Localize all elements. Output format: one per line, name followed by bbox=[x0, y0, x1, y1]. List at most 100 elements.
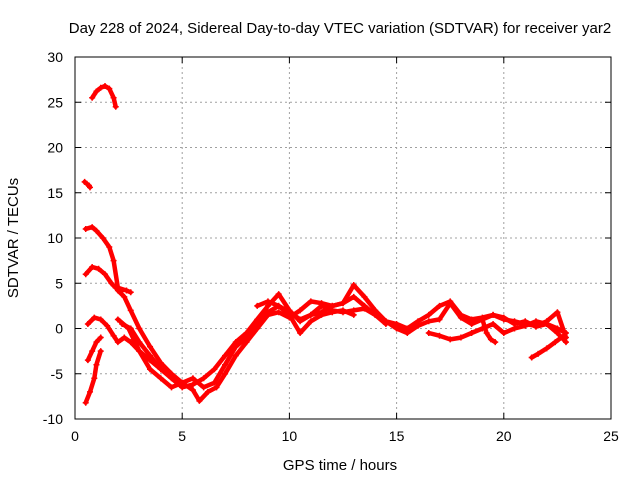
data-point bbox=[147, 343, 154, 350]
data-point bbox=[89, 94, 96, 101]
data-point bbox=[425, 311, 432, 318]
data-point bbox=[554, 309, 561, 316]
data-point bbox=[147, 352, 154, 359]
x-tick-label: 20 bbox=[496, 428, 512, 444]
x-tick-label: 10 bbox=[282, 428, 298, 444]
data-point bbox=[222, 370, 229, 377]
data-point bbox=[93, 361, 100, 368]
data-point bbox=[136, 348, 143, 355]
data-point bbox=[114, 316, 121, 323]
data-point bbox=[97, 84, 104, 91]
chart-title: Day 228 of 2024, Sidereal Day-to-day VTE… bbox=[69, 20, 611, 37]
series-track-m bbox=[479, 316, 499, 346]
series-line bbox=[480, 317, 498, 345]
data-point bbox=[436, 302, 443, 309]
data-point bbox=[468, 330, 475, 337]
y-tick-label: 15 bbox=[47, 185, 63, 201]
data-point bbox=[87, 184, 94, 191]
data-point bbox=[275, 309, 282, 316]
data-point bbox=[168, 375, 175, 382]
data-point bbox=[84, 357, 91, 364]
x-tick-label: 15 bbox=[389, 428, 405, 444]
data-point bbox=[89, 348, 96, 355]
data-point bbox=[157, 375, 164, 382]
data-point bbox=[329, 302, 336, 309]
data-point bbox=[479, 316, 486, 323]
data-point bbox=[382, 320, 389, 327]
data-point bbox=[106, 244, 113, 251]
data-point bbox=[318, 309, 325, 316]
x-tick-label: 25 bbox=[603, 428, 619, 444]
data-point bbox=[543, 320, 550, 327]
data-point bbox=[552, 339, 559, 346]
data-point bbox=[487, 336, 494, 343]
data-point bbox=[436, 316, 443, 323]
x-tick-label: 5 bbox=[178, 428, 186, 444]
data-point bbox=[457, 334, 464, 341]
data-point bbox=[425, 318, 432, 325]
data-point bbox=[189, 381, 196, 388]
data-point bbox=[157, 366, 164, 373]
data-point bbox=[264, 309, 271, 316]
data-point bbox=[157, 359, 164, 366]
axis-ticks: 0 5 10 15 20 25 -10 -5 0 5 10 15 20 25 30 bbox=[43, 49, 619, 444]
data-point bbox=[87, 388, 94, 395]
data-point bbox=[372, 311, 379, 318]
data-point bbox=[350, 282, 357, 289]
data-point bbox=[297, 307, 304, 314]
data-point bbox=[211, 379, 218, 386]
data-point bbox=[222, 352, 229, 359]
data-point bbox=[204, 388, 211, 395]
y-tick-label: 10 bbox=[47, 230, 63, 246]
series-layer bbox=[81, 82, 569, 406]
data-point bbox=[93, 88, 100, 95]
data-point bbox=[350, 311, 357, 318]
data-point bbox=[189, 387, 196, 394]
data-point bbox=[110, 94, 117, 101]
y-tick-label: 20 bbox=[47, 140, 63, 156]
data-point bbox=[82, 225, 89, 232]
data-point bbox=[511, 325, 518, 332]
data-point bbox=[490, 320, 497, 327]
data-point bbox=[106, 85, 113, 92]
data-point bbox=[125, 325, 132, 332]
data-point bbox=[404, 330, 411, 337]
data-point bbox=[89, 263, 96, 270]
data-point bbox=[532, 323, 539, 330]
data-point bbox=[329, 309, 336, 316]
data-point bbox=[97, 316, 104, 323]
data-point bbox=[200, 375, 207, 382]
data-point bbox=[104, 322, 111, 329]
data-point bbox=[127, 289, 134, 296]
data-point bbox=[196, 397, 203, 404]
data-point bbox=[254, 302, 261, 309]
data-point bbox=[89, 224, 96, 231]
series-track-n bbox=[528, 332, 567, 361]
data-point bbox=[254, 320, 261, 327]
series-line bbox=[85, 335, 103, 363]
data-point bbox=[147, 366, 154, 373]
data-point bbox=[114, 287, 121, 294]
data-point bbox=[211, 366, 218, 373]
data-point bbox=[532, 318, 539, 325]
data-point bbox=[168, 384, 175, 391]
series-track-k bbox=[254, 293, 389, 327]
data-point bbox=[121, 334, 128, 341]
data-point bbox=[275, 302, 282, 309]
data-point bbox=[297, 330, 304, 337]
data-point bbox=[114, 339, 121, 346]
data-point bbox=[340, 300, 346, 307]
y-tick-label: -5 bbox=[51, 366, 64, 382]
x-tick-label: 0 bbox=[71, 428, 79, 444]
data-point bbox=[562, 339, 569, 346]
series-track-l bbox=[425, 318, 569, 346]
data-point bbox=[93, 339, 100, 346]
data-point bbox=[286, 309, 293, 316]
y-axis-label: SDTVAR / TECUs bbox=[5, 178, 22, 298]
y-tick-label: 5 bbox=[55, 275, 63, 291]
data-point bbox=[492, 339, 499, 346]
data-point bbox=[95, 265, 102, 272]
data-point bbox=[232, 343, 239, 350]
data-point bbox=[340, 307, 346, 314]
data-point bbox=[84, 320, 91, 327]
